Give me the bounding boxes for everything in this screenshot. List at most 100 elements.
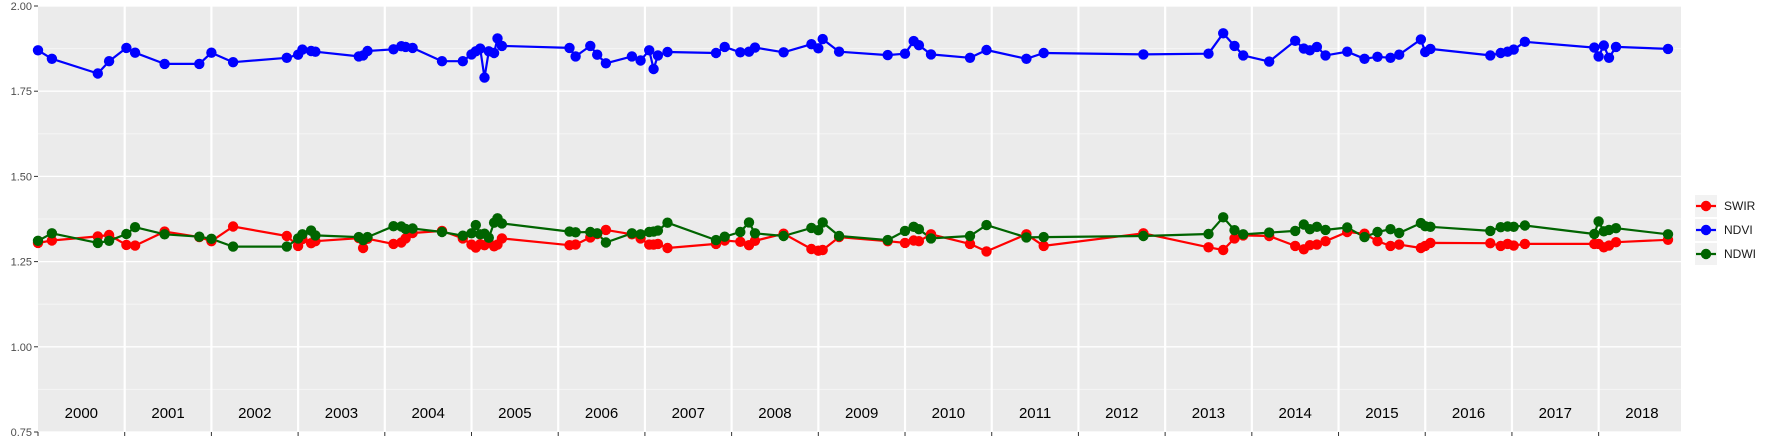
year-label: 2017: [1539, 405, 1572, 422]
data-point: [496, 40, 508, 52]
data-point: [778, 230, 789, 242]
data-point: [357, 242, 369, 254]
year-label: 2016: [1452, 405, 1485, 422]
data-point: [483, 232, 494, 243]
year-label: 2005: [498, 405, 531, 422]
data-point: [407, 223, 418, 234]
data-point: [466, 228, 477, 239]
data-point: [92, 68, 104, 79]
data-point: [981, 219, 992, 231]
data-point: [662, 217, 673, 228]
year-label: 2003: [325, 405, 358, 422]
data-point: [46, 228, 58, 239]
x-axis: [37, 432, 1600, 436]
data-point: [1372, 236, 1383, 247]
y-tick-label: 1.00: [11, 342, 32, 354]
data-point: [719, 41, 730, 53]
legend-key-marker: [1700, 248, 1712, 260]
data-point: [32, 45, 44, 56]
data-point: [1229, 233, 1240, 244]
data-point: [652, 238, 664, 250]
data-point: [121, 239, 132, 251]
data-point: [652, 225, 664, 236]
data-point: [964, 230, 976, 242]
y-tick-label: 1.25: [11, 257, 32, 269]
data-point: [1238, 50, 1249, 61]
data-point: [626, 228, 638, 239]
y-tick-label: 1.50: [11, 171, 32, 183]
data-point: [600, 237, 612, 248]
data-point: [1485, 238, 1496, 249]
data-point: [1264, 56, 1275, 67]
series-layer: [32, 28, 1674, 257]
data-point: [1218, 212, 1229, 223]
year-label: 2008: [758, 405, 791, 422]
data-point: [899, 48, 911, 59]
data-point: [129, 222, 141, 233]
data-point: [1603, 52, 1615, 63]
data-point: [1359, 231, 1370, 243]
data-point: [833, 230, 845, 242]
data-point: [407, 42, 418, 54]
data-point: [600, 58, 612, 69]
legend-label: NDWI: [1724, 247, 1756, 261]
data-point: [436, 226, 448, 238]
year-label: 2004: [411, 405, 444, 422]
data-point: [362, 45, 373, 57]
data-point: [281, 241, 292, 252]
data-point: [592, 228, 603, 239]
data-point: [600, 224, 612, 236]
data-point: [496, 233, 508, 244]
data-point: [743, 217, 755, 228]
data-point: [1238, 229, 1249, 240]
data-point: [1229, 40, 1240, 52]
data-point: [1425, 237, 1436, 249]
data-point: [159, 229, 170, 240]
data-point: [1021, 232, 1032, 243]
data-point: [488, 47, 500, 59]
data-point: [1290, 35, 1301, 46]
data-point: [1593, 216, 1604, 227]
data-point: [1138, 49, 1149, 60]
data-point: [496, 218, 508, 229]
data-point: [662, 242, 673, 254]
data-point: [925, 233, 937, 244]
data-point: [1138, 230, 1149, 242]
data-point: [1372, 51, 1383, 62]
legend-item-ndvi: NDVI: [1695, 219, 1753, 241]
data-point: [206, 233, 217, 244]
year-label: 2014: [1278, 405, 1311, 422]
data-point: [1610, 237, 1622, 248]
data-point: [1203, 228, 1214, 240]
data-point: [281, 52, 292, 63]
data-point: [1342, 222, 1353, 233]
data-point: [159, 58, 170, 70]
data-point: [1311, 239, 1323, 250]
data-point: [1598, 40, 1610, 51]
grid: [38, 5, 1681, 433]
data-point: [121, 42, 132, 54]
data-point: [1662, 43, 1674, 55]
year-label: 2012: [1105, 405, 1138, 422]
data-point: [735, 47, 746, 58]
data-point: [913, 224, 925, 235]
data-point: [1229, 225, 1240, 236]
data-point: [1385, 52, 1396, 63]
y-tick-label: 2.00: [11, 1, 32, 13]
data-point: [1203, 242, 1214, 253]
year-label: 2009: [845, 405, 878, 422]
year-label: 2015: [1365, 405, 1398, 422]
data-point: [475, 43, 486, 54]
data-point: [570, 239, 581, 250]
data-point: [1311, 41, 1323, 53]
data-point: [1485, 225, 1496, 237]
year-label: 2000: [65, 405, 98, 422]
data-point: [1038, 231, 1049, 243]
legend-key-marker: [1700, 200, 1712, 212]
data-point: [457, 230, 468, 241]
data-point: [925, 49, 937, 60]
data-point: [310, 230, 321, 241]
data-point: [1394, 239, 1405, 250]
data-point: [388, 44, 399, 55]
y-axis: 0.75 1.00 1.25 1.50 1.75 2.00: [11, 1, 38, 439]
